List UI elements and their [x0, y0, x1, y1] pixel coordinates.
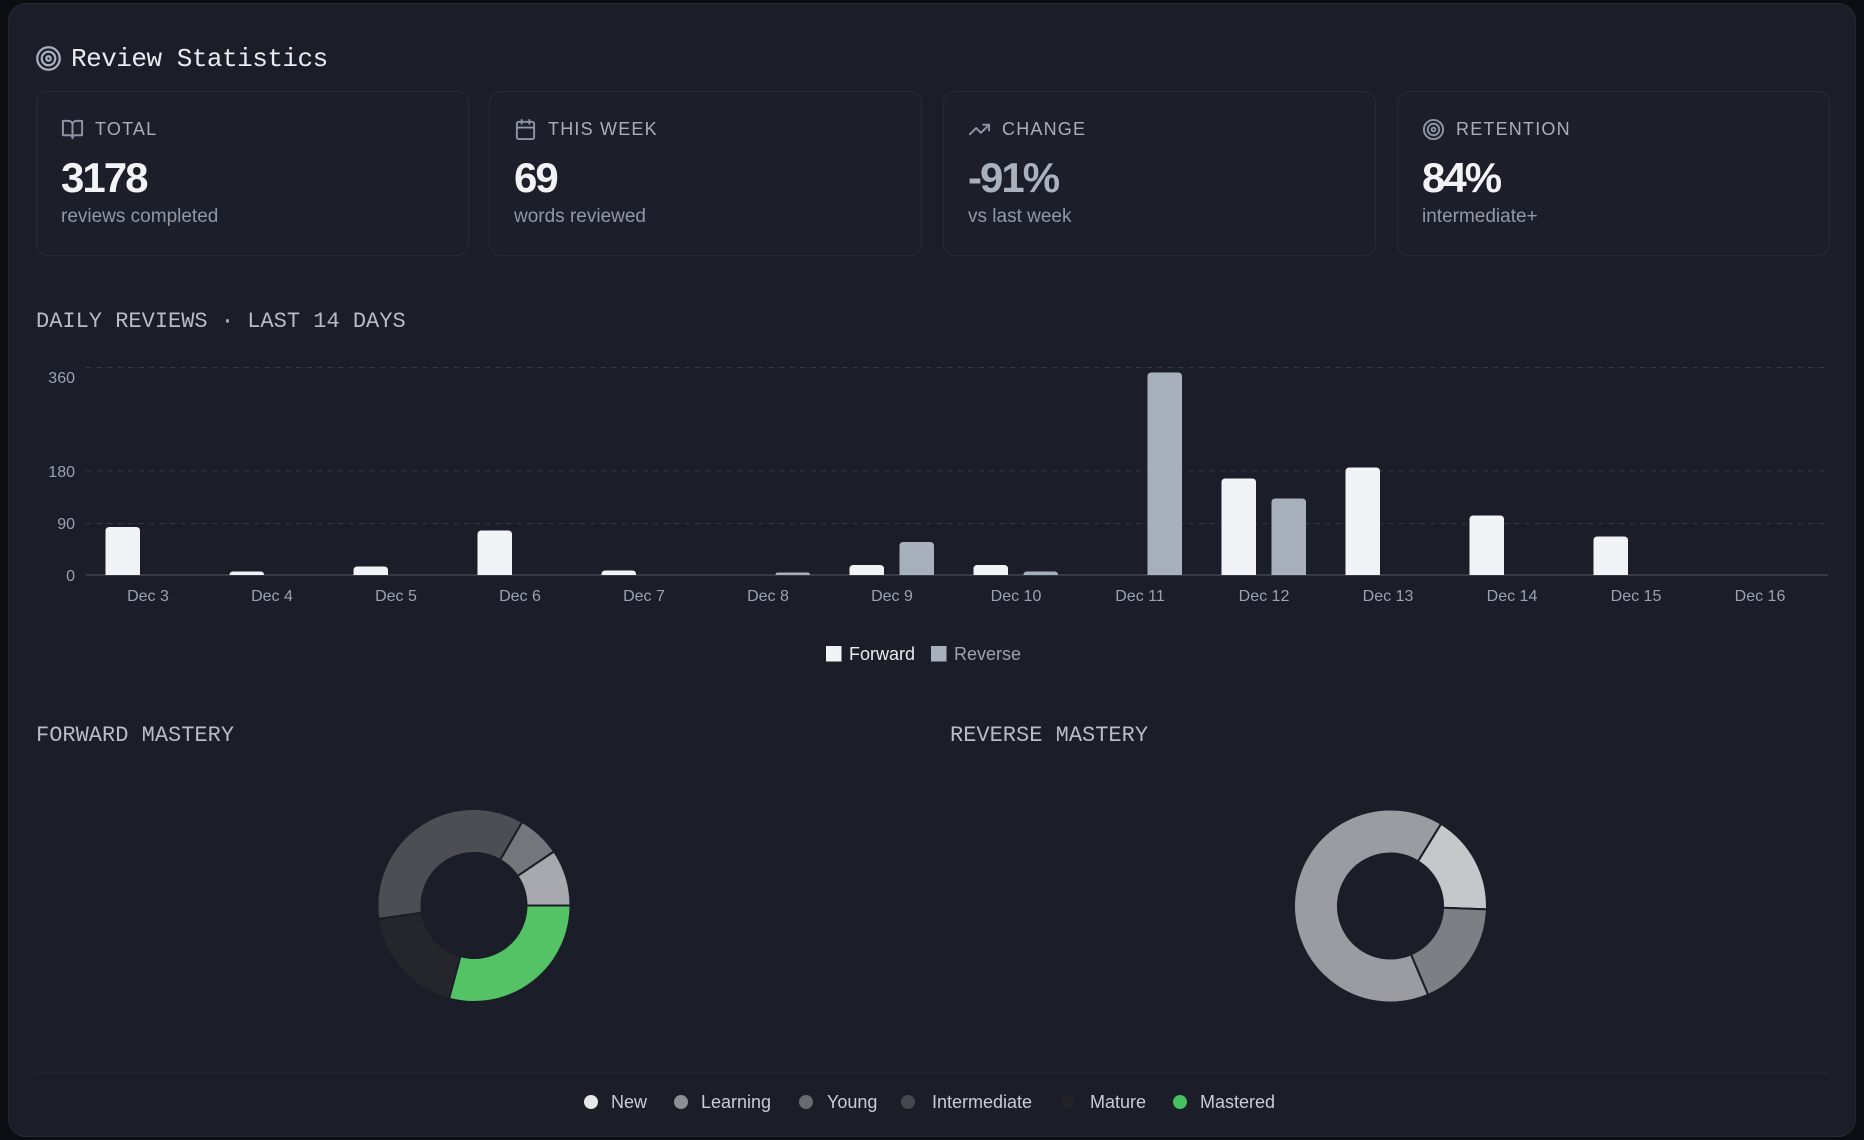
svg-text:New: New — [611, 1092, 648, 1112]
svg-text:360: 360 — [48, 370, 75, 387]
svg-text:90: 90 — [57, 516, 75, 533]
svg-text:Dec 12: Dec 12 — [1239, 588, 1290, 605]
svg-text:Young: Young — [827, 1092, 877, 1112]
svg-text:0: 0 — [66, 568, 75, 585]
svg-text:Intermediate: Intermediate — [932, 1092, 1032, 1112]
svg-text:180: 180 — [48, 464, 75, 481]
svg-text:Dec 11: Dec 11 — [1115, 588, 1165, 605]
svg-text:Dec 7: Dec 7 — [623, 588, 665, 605]
svg-text:Dec 8: Dec 8 — [747, 588, 789, 605]
svg-text:Dec 3: Dec 3 — [127, 588, 169, 605]
svg-text:Dec 15: Dec 15 — [1611, 588, 1662, 605]
svg-text:Dec 13: Dec 13 — [1363, 588, 1414, 605]
svg-text:Learning: Learning — [701, 1092, 771, 1112]
svg-text:Mature: Mature — [1090, 1092, 1146, 1112]
svg-text:Dec 10: Dec 10 — [991, 588, 1042, 605]
svg-text:Dec 16: Dec 16 — [1735, 588, 1786, 605]
svg-text:Dec 9: Dec 9 — [871, 588, 913, 605]
svg-text:Forward: Forward — [849, 644, 915, 664]
svg-text:Dec 14: Dec 14 — [1487, 588, 1538, 605]
svg-text:Dec 4: Dec 4 — [251, 588, 293, 605]
svg-text:Mastered: Mastered — [1200, 1092, 1275, 1112]
svg-text:Dec 5: Dec 5 — [375, 588, 417, 605]
svg-text:Dec 6: Dec 6 — [499, 588, 541, 605]
svg-text:Reverse: Reverse — [954, 644, 1021, 664]
